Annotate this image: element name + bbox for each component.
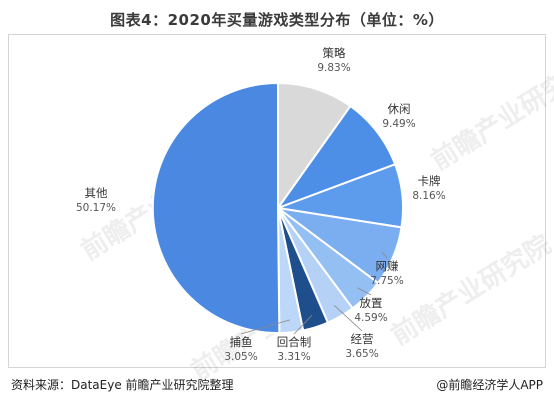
slice-label-6: 回合制 (277, 335, 312, 349)
leader-line-4 (357, 287, 372, 296)
slice-value-4: 4.59% (354, 312, 387, 324)
slice-value-6: 3.31% (277, 351, 310, 363)
pie-slice-8 (151, 81, 281, 334)
leader-line-3 (381, 251, 388, 259)
slice-label-7: 捕鱼 (230, 335, 253, 349)
chart-title: 图表4：2020年买量游戏类型分布（单位：%） (110, 11, 444, 29)
slice-labels: 策略 9.83% 休闲 9.49% 卡牌 8.16% 网赚 7.75% 放置 4.59% 经营 3.6… (76, 46, 446, 363)
slice-value-7: 3.05% (224, 351, 257, 363)
slice-value-1: 9.49% (382, 118, 415, 130)
slice-label-1: 休闲 (388, 102, 411, 116)
brand-credit: @前瞻经济学人APP (436, 378, 543, 392)
slice-label-3: 网赚 (376, 259, 399, 273)
slice-label-5: 经营 (351, 332, 374, 346)
slice-label-0: 策略 (323, 46, 346, 60)
pie-chart: 策略 9.83% 休闲 9.49% 卡牌 8.16% 网赚 7.75% 放置 4.59% 经营 3.6… (76, 46, 446, 363)
slice-value-3: 7.75% (370, 275, 403, 287)
pie-slices (151, 81, 404, 335)
chart-frame: 前瞻产业研究院 前瞻产业研究院 前瞻产业研究院 前瞻产业研究院 策略9.83%休… (8, 34, 554, 387)
slice-label-8: 其他 (85, 186, 108, 200)
slice-value-2: 8.16% (412, 190, 445, 202)
source-note: 资料来源：DataEye 前瞻产业研究院整理 (11, 378, 234, 392)
leader-line-5 (334, 305, 363, 332)
pie-slice-0 (277, 81, 352, 212)
leader-line-7 (240, 319, 291, 335)
slice-label-2: 卡牌 (418, 174, 441, 188)
slice-value-5: 3.65% (345, 348, 378, 360)
leader-line-6 (293, 315, 313, 335)
slice-value-8: 50.17% (76, 202, 116, 214)
leader-lines (240, 251, 388, 335)
slice-value-0: 9.83% (317, 62, 350, 74)
footer: 资料来源：DataEye 前瞻产业研究院整理 @前瞻经济学人APP (11, 376, 543, 396)
slice-label-4: 放置 (360, 296, 383, 310)
